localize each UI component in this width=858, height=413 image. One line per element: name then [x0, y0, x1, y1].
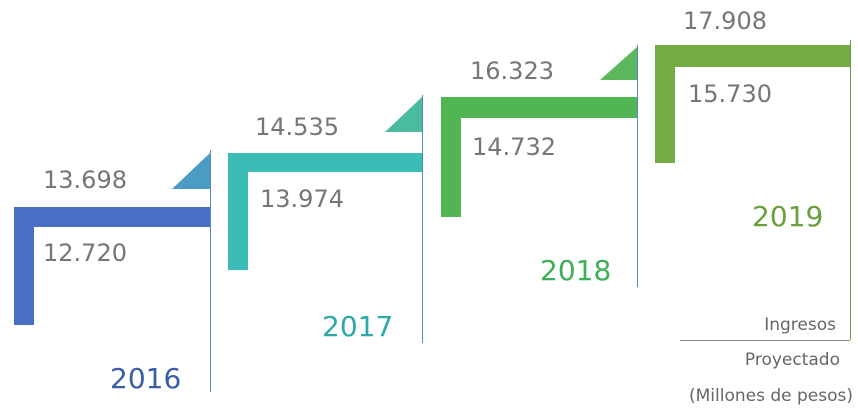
- year: 2019: [752, 200, 823, 233]
- step-shape: [14, 207, 210, 325]
- year: 2016: [110, 362, 181, 395]
- step-2018: 16.323 14.732 2018: [441, 45, 638, 287]
- step-2019: 17.908 15.730 2019: [655, 7, 851, 341]
- step-shape: [655, 45, 850, 163]
- year: 2017: [322, 310, 393, 343]
- bottom-value: 15.730: [688, 80, 772, 108]
- step-shape: [441, 97, 637, 217]
- bottom-value: 12.720: [43, 239, 127, 267]
- legend-line: Ingresos: [764, 315, 836, 335]
- bottom-value: 14.732: [472, 133, 556, 161]
- top-value: 17.908: [683, 7, 767, 35]
- top-value: 16.323: [470, 57, 554, 85]
- top-value: 13.698: [43, 166, 127, 194]
- top-value: 14.535: [255, 113, 339, 141]
- legend-line: (Millones de pesos): [689, 386, 853, 406]
- arrow-tip: [172, 153, 210, 189]
- arrow-tip: [385, 97, 422, 132]
- step-2017: 14.535 13.974 2017: [228, 95, 423, 343]
- step-shape: [228, 153, 422, 270]
- arrow-tip: [600, 47, 637, 80]
- step-2016: 13.698 12.720 2016: [14, 150, 211, 395]
- legend-line: Proyectado: [745, 350, 840, 370]
- year: 2018: [540, 254, 611, 287]
- bottom-value: 13.974: [260, 185, 344, 213]
